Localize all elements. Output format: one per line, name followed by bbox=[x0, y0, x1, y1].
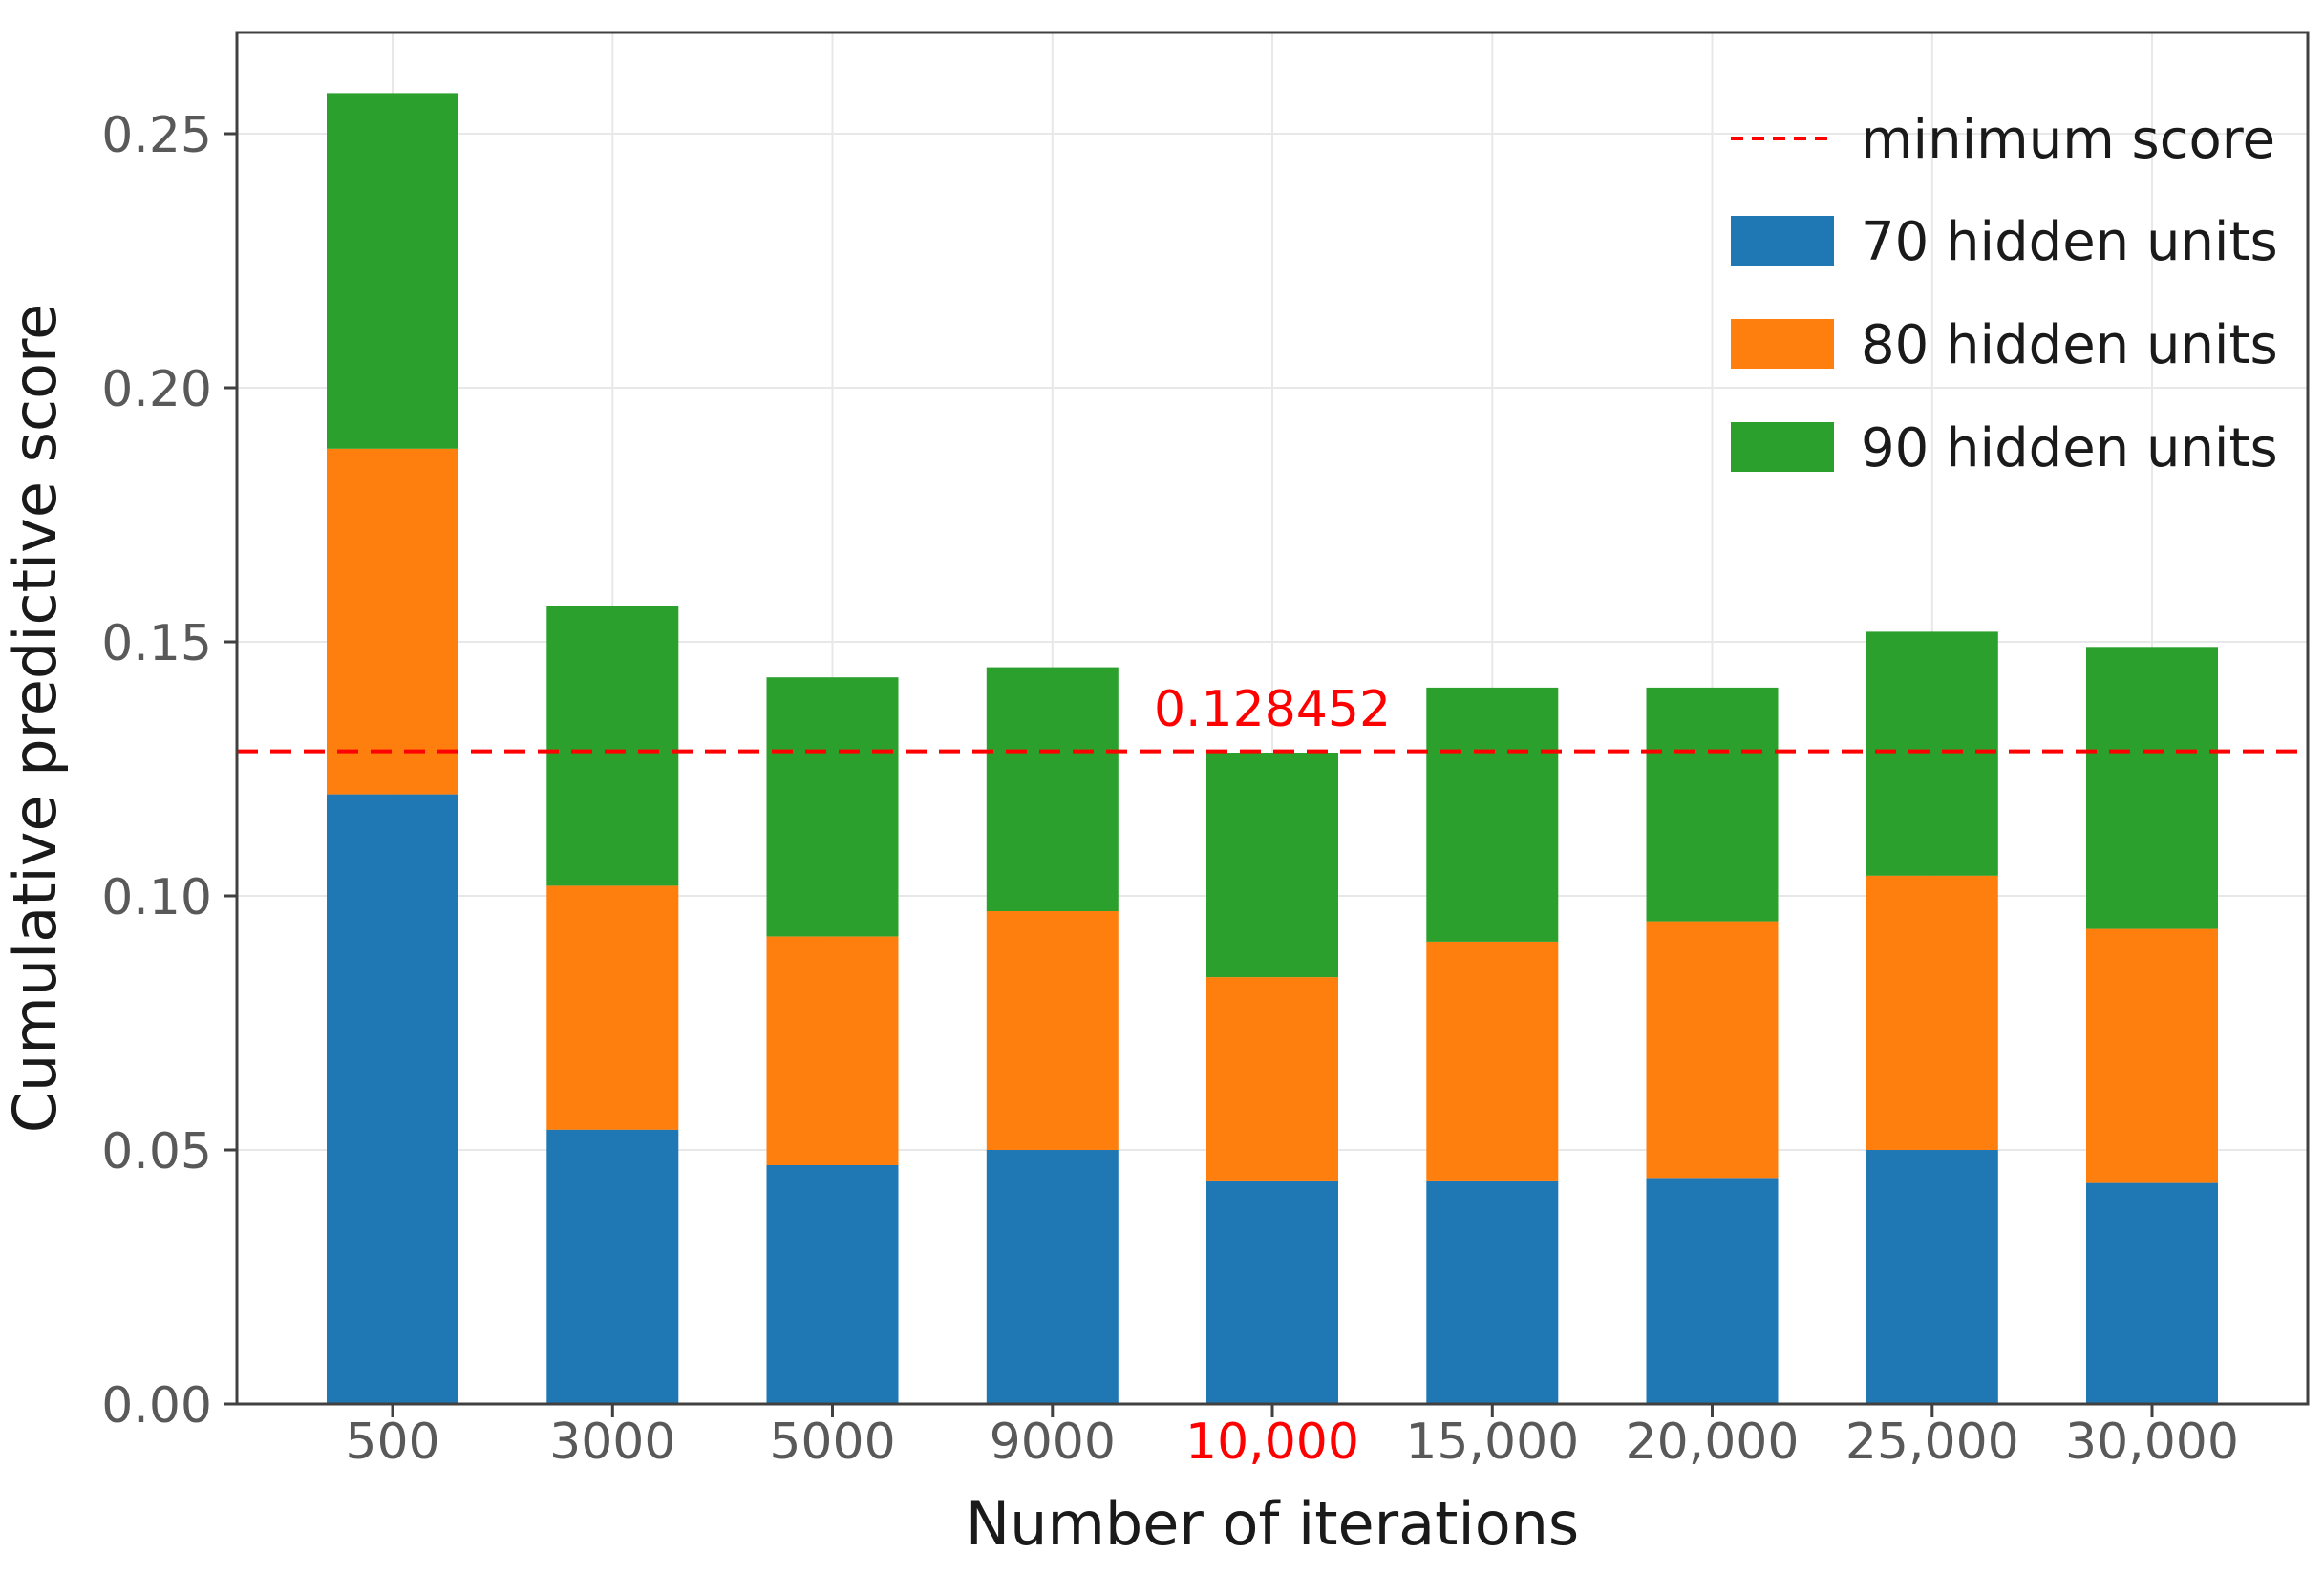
legend-90-hidden-units-label: 90 hidden units bbox=[1861, 417, 2278, 479]
y-tick-label: 0.15 bbox=[101, 615, 212, 672]
bar-segment-5000-80 bbox=[766, 936, 899, 1165]
y-tick-label: 0.05 bbox=[101, 1123, 212, 1180]
bar-segment-10,000-70 bbox=[1206, 1180, 1338, 1404]
legend-80-hidden-units-label: 80 hidden units bbox=[1861, 314, 2278, 376]
bar-segment-15,000-80 bbox=[1426, 941, 1559, 1180]
bar-segment-15,000-70 bbox=[1426, 1180, 1559, 1404]
bar-segment-25,000-70 bbox=[1866, 1150, 1998, 1404]
x-tick-label: 15,000 bbox=[1405, 1414, 1579, 1471]
bar-segment-10,000-90 bbox=[1206, 753, 1338, 978]
bar-segment-10,000-80 bbox=[1206, 977, 1338, 1180]
legend-minimum-score-label: minimum score bbox=[1861, 109, 2275, 171]
axis-ticks bbox=[224, 132, 2154, 1417]
bar-segment-500-90 bbox=[327, 93, 458, 449]
legend: minimum score 70 hidden units 80 hidden … bbox=[1731, 109, 2278, 479]
x-tick-label: 20,000 bbox=[1626, 1414, 1800, 1471]
bar-segment-500-70 bbox=[327, 794, 458, 1404]
y-axis-label: Cumulative predictive score bbox=[0, 304, 70, 1134]
bar-segment-20,000-70 bbox=[1646, 1178, 1779, 1404]
y-tick-labels: 0.00 0.05 0.10 0.15 0.20 0.25 bbox=[101, 107, 212, 1435]
x-tick-label: 500 bbox=[345, 1414, 439, 1471]
y-tick-label: 0.10 bbox=[101, 869, 212, 926]
bar-segment-25,000-90 bbox=[1866, 631, 1998, 876]
y-tick-label: 0.20 bbox=[101, 361, 212, 418]
bar-segment-9000-90 bbox=[986, 667, 1119, 911]
bar-segment-30,000-70 bbox=[2086, 1182, 2218, 1404]
x-tick-label: 25,000 bbox=[1845, 1414, 2019, 1471]
bar-segment-20,000-80 bbox=[1646, 921, 1779, 1179]
bar-segment-9000-70 bbox=[986, 1150, 1119, 1404]
bars bbox=[327, 93, 2218, 1404]
x-tick-label: 10,000 bbox=[1185, 1414, 1359, 1471]
bar-segment-3000-80 bbox=[546, 885, 679, 1130]
x-tick-labels: 500 3000 5000 9000 10,000 15,000 20,000 25,000 3… bbox=[345, 1414, 2239, 1471]
bar-segment-5000-90 bbox=[766, 677, 899, 937]
bar-segment-15,000-90 bbox=[1426, 687, 1559, 942]
bar-segment-3000-90 bbox=[546, 606, 679, 886]
legend-90-hidden-units-swatch bbox=[1731, 422, 1834, 472]
bar-segment-5000-70 bbox=[766, 1165, 899, 1404]
bar-segment-500-80 bbox=[327, 448, 458, 795]
x-tick-label: 9000 bbox=[990, 1414, 1116, 1471]
x-tick-label: 30,000 bbox=[2065, 1414, 2239, 1471]
bar-segment-20,000-90 bbox=[1646, 687, 1779, 922]
y-tick-label: 0.00 bbox=[101, 1377, 212, 1435]
bar-segment-9000-80 bbox=[986, 911, 1119, 1150]
x-tick-label: 3000 bbox=[549, 1414, 675, 1471]
x-tick-label: 5000 bbox=[769, 1414, 895, 1471]
y-tick-label: 0.25 bbox=[101, 107, 212, 164]
x-axis-label: Number of iterations bbox=[966, 1489, 1579, 1559]
legend-70-hidden-units-label: 70 hidden units bbox=[1861, 211, 2278, 273]
legend-80-hidden-units-swatch bbox=[1731, 319, 1834, 369]
bar-segment-25,000-80 bbox=[1866, 875, 1998, 1150]
min-score-annotation: 0.128452 bbox=[1154, 681, 1391, 738]
bar-segment-30,000-80 bbox=[2086, 928, 2218, 1183]
bar-segment-30,000-90 bbox=[2086, 647, 2218, 929]
bar-segment-3000-70 bbox=[546, 1129, 679, 1404]
legend-70-hidden-units-swatch bbox=[1731, 216, 1834, 266]
